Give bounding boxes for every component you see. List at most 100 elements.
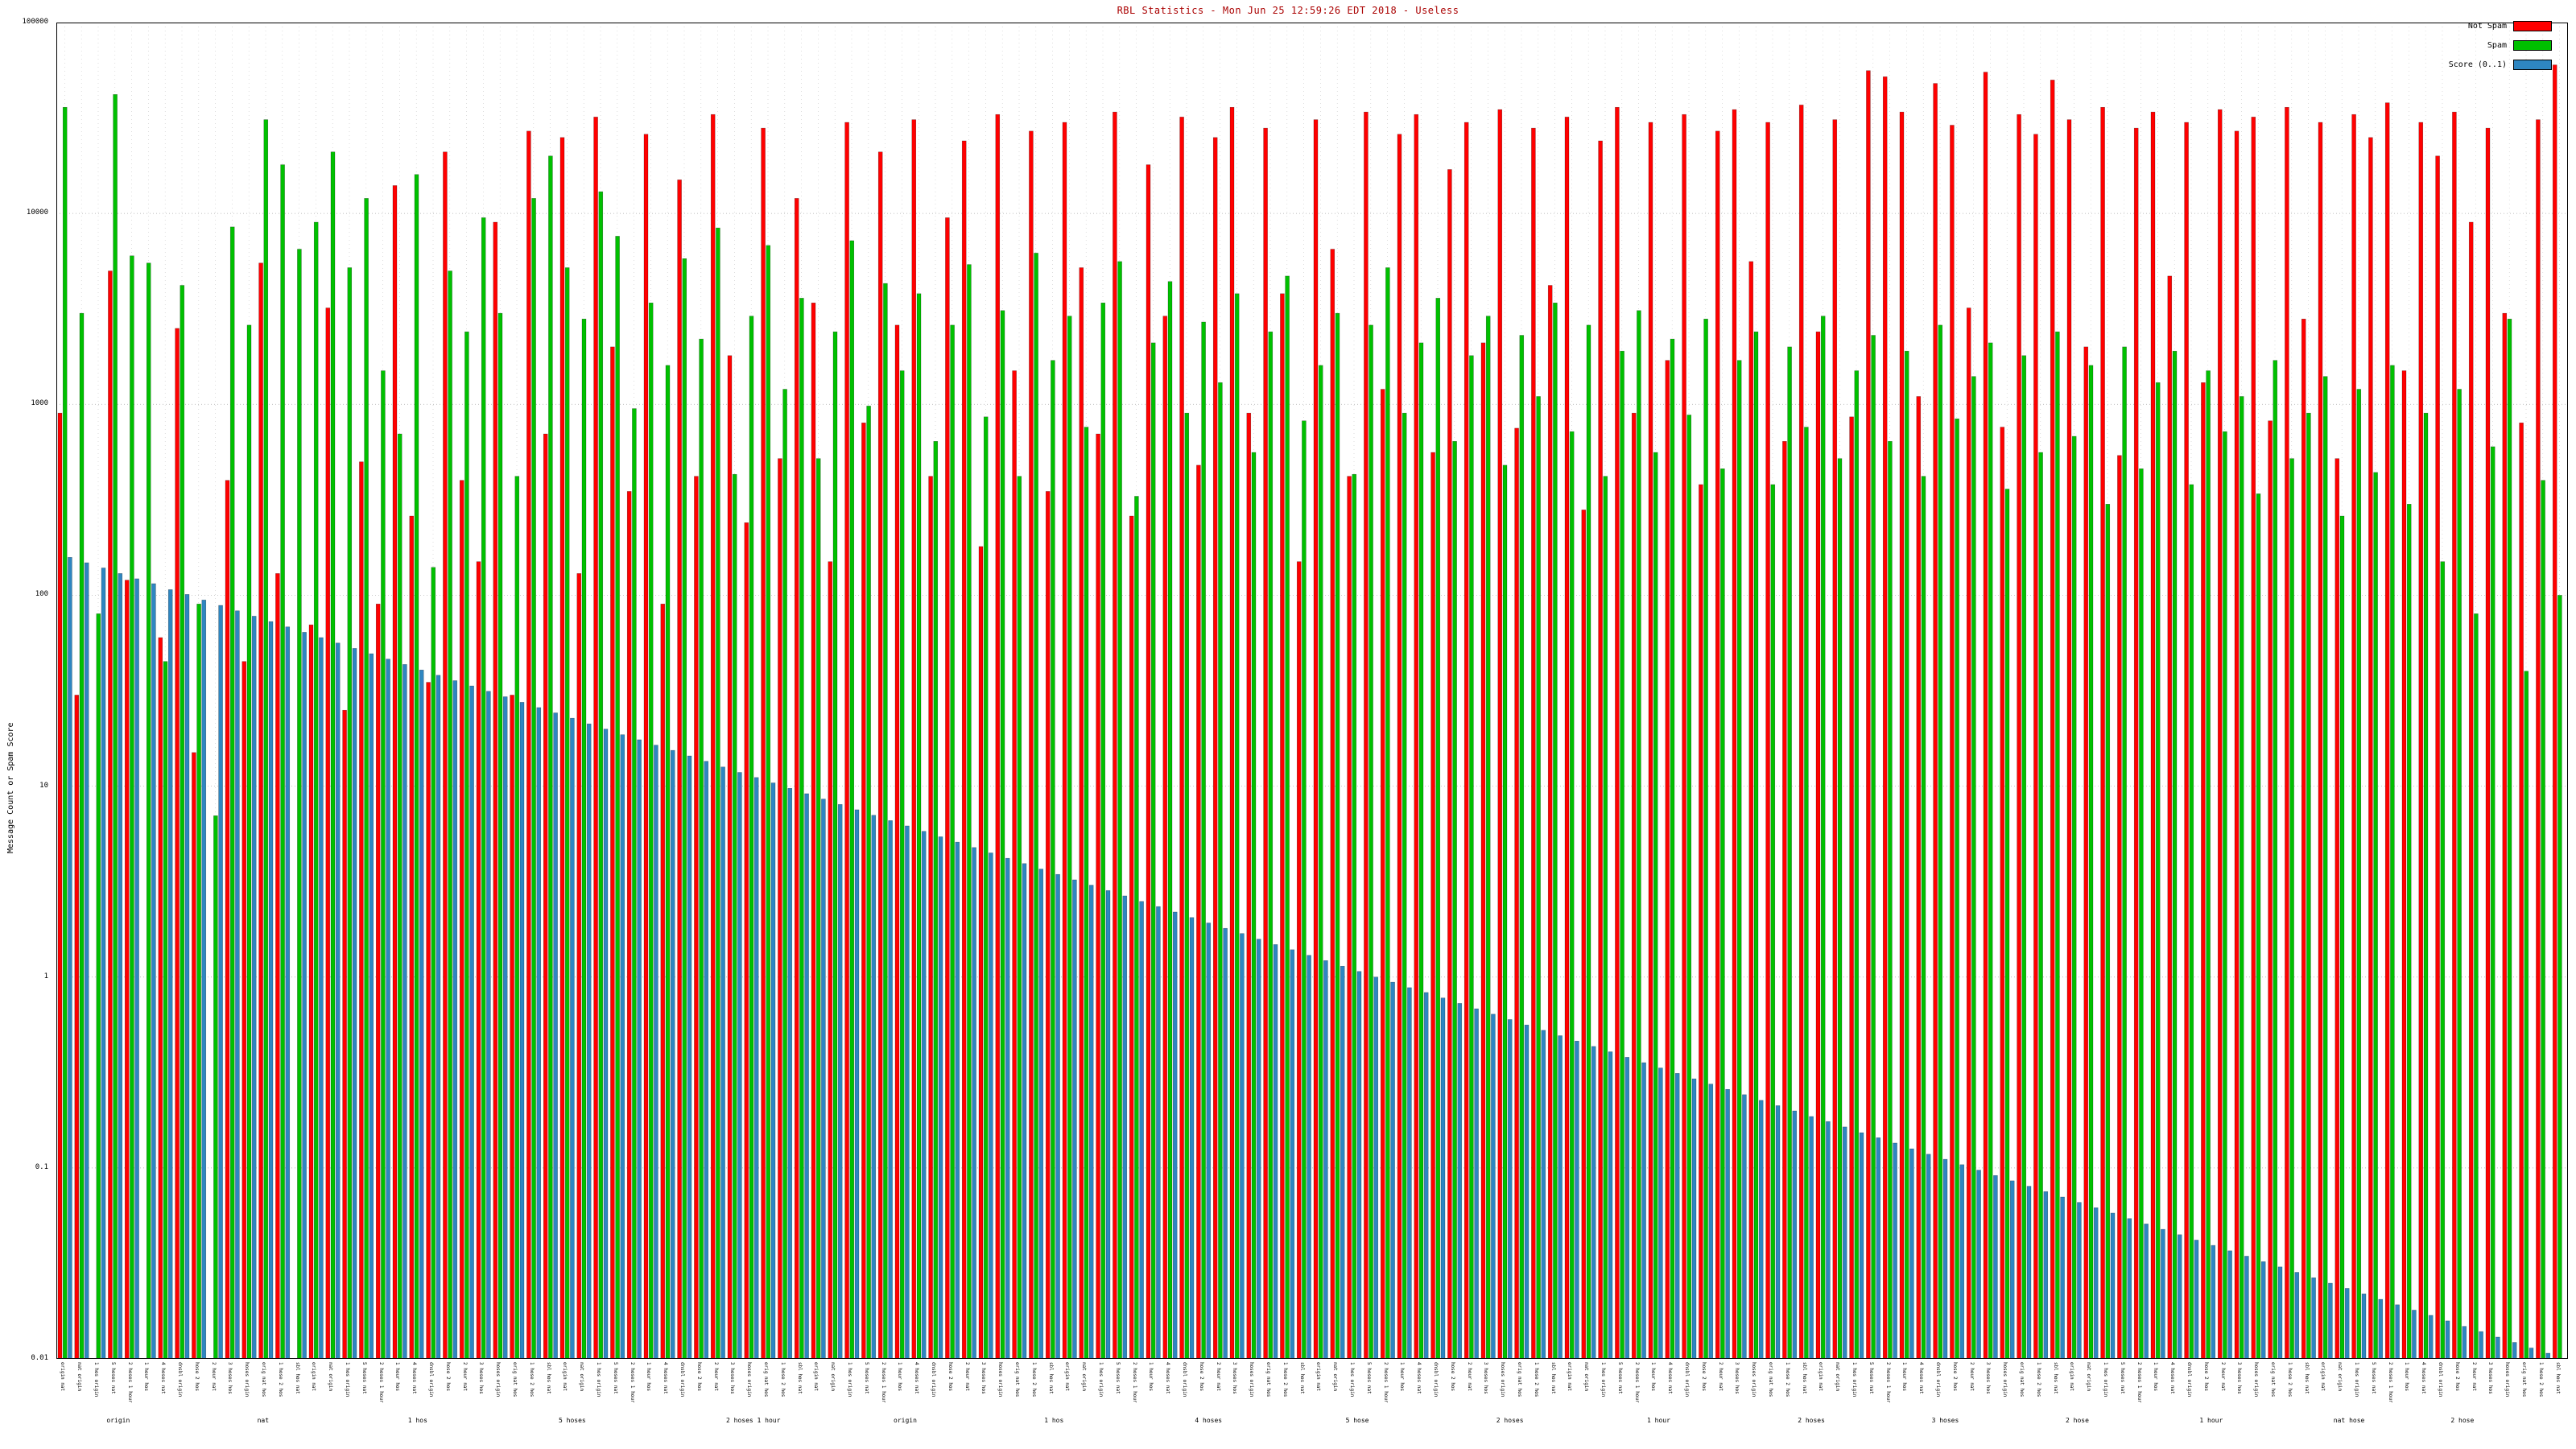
- x-tick-label: 4 hoses nat: [663, 1362, 669, 1394]
- bar-score: [84, 562, 89, 1360]
- bar-not-spam: [342, 709, 347, 1360]
- x-axis-group-labels: origin nat 1 hos 5 hoses 2 hoses 1 hour origi…: [56, 1417, 2568, 1433]
- bar-spam: [1234, 293, 1240, 1360]
- legend-swatch-not-spam: [2513, 20, 2552, 31]
- x-tick-label: nat origin: [830, 1362, 836, 1392]
- x-tick-label: dnsbl origin: [1433, 1362, 1439, 1397]
- bar-score: [1156, 906, 1161, 1360]
- legend: Not Spam Spam Score (0..1): [2449, 16, 2552, 74]
- x-group-label: 2 hoses: [1496, 1417, 1524, 1424]
- x-tick-label: dnsbl origin: [177, 1362, 184, 1397]
- bar-not-spam: [1849, 416, 1854, 1360]
- bar-score: [2110, 1212, 2116, 1360]
- bar-spam: [1553, 302, 1558, 1360]
- bar-score: [2412, 1310, 2417, 1360]
- bar-spam: [2440, 561, 2446, 1360]
- bar-spam: [2457, 389, 2462, 1360]
- bar-score: [1575, 1040, 1579, 1360]
- bar-score: [352, 648, 357, 1360]
- bar-not-spam: [710, 114, 716, 1360]
- bar-score: [1691, 1078, 1697, 1360]
- bar-spam: [2306, 412, 2311, 1360]
- bar-not-spam: [794, 198, 799, 1360]
- x-tick-label: 2 hoses 1 hour: [378, 1362, 384, 1403]
- x-tick-label: orig nat hos: [1014, 1362, 1021, 1397]
- bar-spam: [1686, 415, 1692, 1360]
- bar-spam: [766, 245, 771, 1360]
- bar-not-spam: [476, 561, 481, 1360]
- bar-spam: [1000, 310, 1005, 1360]
- x-axis-tick-labels: origin nat nat origin 1 hos origin 5 hoses …: [56, 1362, 2568, 1415]
- bar-not-spam: [1782, 440, 1787, 1360]
- bar-spam: [1519, 335, 1525, 1360]
- bar-score: [2127, 1218, 2132, 1360]
- bar-score: [2043, 1191, 2049, 1360]
- bar-not-spam: [2217, 109, 2223, 1360]
- bar-not-spam: [2418, 122, 2424, 1360]
- bar-not-spam: [2384, 102, 2390, 1360]
- x-tick-label: 1 hour hos: [646, 1362, 652, 1392]
- x-tick-label: 1 hose 2 hos: [2286, 1362, 2293, 1397]
- bar-spam: [1352, 473, 1357, 1360]
- bar-not-spam: [1765, 122, 1770, 1360]
- bar-spam: [2406, 504, 2412, 1360]
- x-tick-label: hoses origin: [746, 1362, 753, 1397]
- bar-not-spam: [1682, 114, 1686, 1360]
- x-tick-label: hoses origin: [1751, 1362, 1757, 1397]
- bar-spam: [62, 106, 68, 1360]
- bar-spam: [1703, 318, 1708, 1360]
- bar-score: [1005, 857, 1010, 1360]
- bar-not-spam: [2066, 119, 2072, 1360]
- bar-not-spam: [1581, 510, 1587, 1360]
- bar-not-spam: [626, 491, 632, 1360]
- bar-score: [335, 642, 341, 1360]
- x-tick-label: 5 hoses nat: [1365, 1362, 1372, 1394]
- x-tick-label: sbl hos nat: [2052, 1362, 2058, 1394]
- bar-score: [319, 637, 324, 1360]
- x-group-label: 5 hose: [1345, 1417, 1369, 1424]
- bar-spam: [1067, 316, 1072, 1360]
- bar-spam: [832, 331, 838, 1360]
- bar-score: [1440, 997, 1446, 1360]
- x-tick-label: origin nat: [1064, 1362, 1071, 1392]
- bar-not-spam: [124, 580, 130, 1360]
- bar-score: [2161, 1228, 2165, 1360]
- bar-not-spam: [1045, 491, 1051, 1360]
- bar-not-spam: [2201, 382, 2206, 1360]
- bar-not-spam: [1598, 140, 1603, 1360]
- x-tick-label: 2 hoses 1 hour: [880, 1362, 886, 1403]
- x-tick-label: 3 hoses hos: [980, 1362, 987, 1394]
- bar-spam: [2038, 452, 2043, 1360]
- bar-not-spam: [961, 140, 967, 1360]
- x-tick-label: 4 hoses nat: [914, 1362, 920, 1394]
- x-tick-label: 1 hour hos: [1399, 1362, 1406, 1392]
- bar-not-spam: [2017, 114, 2021, 1360]
- bar-score: [1708, 1084, 1714, 1360]
- bar-not-spam: [2318, 122, 2323, 1360]
- bar-spam: [2206, 370, 2211, 1360]
- bar-not-spam: [1966, 308, 1971, 1360]
- x-tick-label: hose 2 hos: [2202, 1362, 2209, 1392]
- x-tick-label: hose 2 hos: [1198, 1362, 1204, 1392]
- bar-not-spam: [1364, 111, 1368, 1360]
- bar-spam: [967, 264, 972, 1360]
- bar-spam: [716, 227, 720, 1360]
- bar-score: [101, 568, 106, 1360]
- bar-spam: [1302, 420, 1307, 1360]
- x-tick-label: dnsbl origin: [1684, 1362, 1690, 1397]
- bar-not-spam: [1029, 130, 1034, 1360]
- bar-not-spam: [375, 604, 381, 1360]
- bar-score: [1189, 917, 1195, 1360]
- x-tick-label: orig nat hos: [763, 1362, 770, 1397]
- x-tick-label: 1 hour hos: [2153, 1362, 2159, 1392]
- x-tick-label: dnsbl origin: [931, 1362, 937, 1397]
- bar-spam: [330, 151, 336, 1360]
- x-tick-label: origin nat: [2320, 1362, 2326, 1392]
- bar-score: [1223, 927, 1228, 1360]
- x-tick-label: hoses origin: [1249, 1362, 1255, 1397]
- x-tick-label: 4 hoses nat: [160, 1362, 167, 1394]
- bar-spam: [2055, 331, 2060, 1360]
- bar-spam: [347, 267, 353, 1360]
- bar-score: [704, 761, 709, 1360]
- bar-spam: [899, 370, 905, 1360]
